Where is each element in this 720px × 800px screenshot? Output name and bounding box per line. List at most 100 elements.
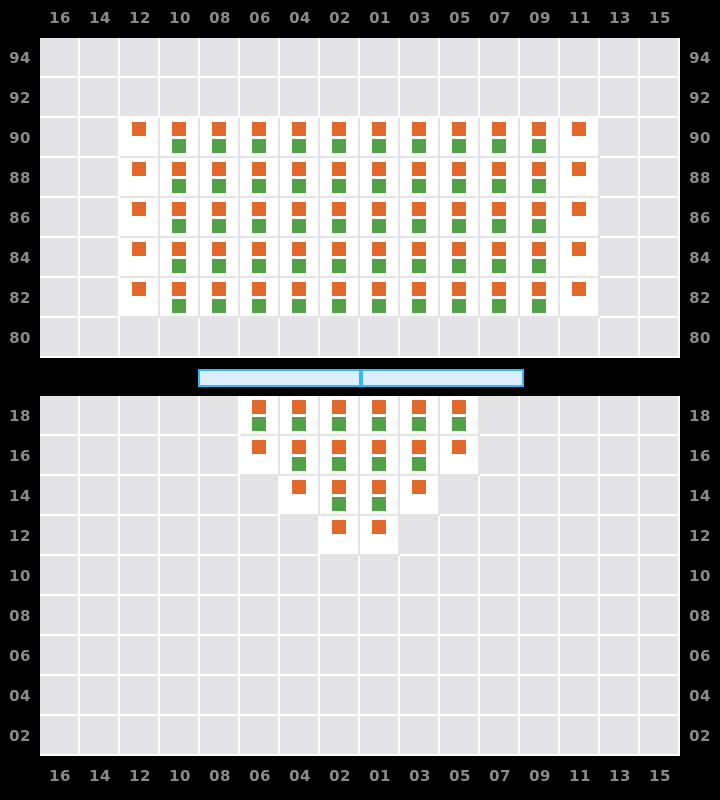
seat-82-01[interactable] (360, 278, 400, 318)
seat-marker-secondary-icon (372, 219, 386, 233)
seat-84-02[interactable] (320, 238, 360, 278)
seat-88-12[interactable] (120, 158, 160, 198)
seat-82-07[interactable] (480, 278, 520, 318)
seat-82-05[interactable] (440, 278, 480, 318)
seat-14-01[interactable] (360, 476, 400, 516)
seat-84-09[interactable] (520, 238, 560, 278)
seat-84-01[interactable] (360, 238, 400, 278)
seat-90-06[interactable] (240, 118, 280, 158)
seat-marker-primary-icon (332, 480, 346, 494)
seat-90-05[interactable] (440, 118, 480, 158)
seat-marker-primary-icon (372, 282, 386, 296)
seat-90-07[interactable] (480, 118, 520, 158)
seat-82-03[interactable] (400, 278, 440, 318)
seat-18-03[interactable] (400, 396, 440, 436)
column-label-04: 04 (289, 767, 311, 785)
seat-86-10[interactable] (160, 198, 200, 238)
grid-cell-empty (520, 38, 560, 78)
seat-88-10[interactable] (160, 158, 200, 198)
seat-88-11[interactable] (560, 158, 600, 198)
seat-90-10[interactable] (160, 118, 200, 158)
seat-88-05[interactable] (440, 158, 480, 198)
seat-86-04[interactable] (280, 198, 320, 238)
seat-14-03[interactable] (400, 476, 440, 516)
seat-84-08[interactable] (200, 238, 240, 278)
seat-86-11[interactable] (560, 198, 600, 238)
seat-88-03[interactable] (400, 158, 440, 198)
seat-90-12[interactable] (120, 118, 160, 158)
seat-86-08[interactable] (200, 198, 240, 238)
seat-86-12[interactable] (120, 198, 160, 238)
seat-84-07[interactable] (480, 238, 520, 278)
seat-18-06[interactable] (240, 396, 280, 436)
seat-marker-primary-icon (252, 202, 266, 216)
grid-cell-empty (640, 556, 680, 596)
upper-seating-grid[interactable] (40, 38, 680, 358)
seat-marker-secondary-icon (172, 219, 186, 233)
seat-86-02[interactable] (320, 198, 360, 238)
grid-cell-empty (480, 318, 520, 358)
seat-88-09[interactable] (520, 158, 560, 198)
seat-16-05[interactable] (440, 436, 480, 476)
seat-82-04[interactable] (280, 278, 320, 318)
seat-18-02[interactable] (320, 396, 360, 436)
seat-16-01[interactable] (360, 436, 400, 476)
seat-86-05[interactable] (440, 198, 480, 238)
seat-84-06[interactable] (240, 238, 280, 278)
seat-82-02[interactable] (320, 278, 360, 318)
seat-84-04[interactable] (280, 238, 320, 278)
seat-84-05[interactable] (440, 238, 480, 278)
seat-84-10[interactable] (160, 238, 200, 278)
seat-86-07[interactable] (480, 198, 520, 238)
seat-86-01[interactable] (360, 198, 400, 238)
seat-82-06[interactable] (240, 278, 280, 318)
seat-88-08[interactable] (200, 158, 240, 198)
seat-86-06[interactable] (240, 198, 280, 238)
seat-16-02[interactable] (320, 436, 360, 476)
grid-cell-empty (600, 198, 640, 238)
seat-90-09[interactable] (520, 118, 560, 158)
seat-90-02[interactable] (320, 118, 360, 158)
seat-90-08[interactable] (200, 118, 240, 158)
seat-86-03[interactable] (400, 198, 440, 238)
stage-segment-1[interactable] (198, 369, 361, 387)
row-label-84: 84 (9, 249, 31, 267)
seat-14-04[interactable] (280, 476, 320, 516)
grid-cell-empty (120, 636, 160, 676)
seat-90-11[interactable] (560, 118, 600, 158)
stage-segment-2[interactable] (361, 369, 524, 387)
seat-88-01[interactable] (360, 158, 400, 198)
seat-84-03[interactable] (400, 238, 440, 278)
seat-82-09[interactable] (520, 278, 560, 318)
seat-82-08[interactable] (200, 278, 240, 318)
stage-bar[interactable] (198, 369, 524, 387)
seat-88-06[interactable] (240, 158, 280, 198)
seat-82-11[interactable] (560, 278, 600, 318)
seat-84-12[interactable] (120, 238, 160, 278)
seat-16-04[interactable] (280, 436, 320, 476)
seat-86-09[interactable] (520, 198, 560, 238)
seat-16-03[interactable] (400, 436, 440, 476)
seat-88-02[interactable] (320, 158, 360, 198)
grid-cell-empty (480, 78, 520, 118)
lower-seating-grid[interactable] (40, 396, 680, 756)
seat-14-02[interactable] (320, 476, 360, 516)
seat-18-04[interactable] (280, 396, 320, 436)
seat-84-11[interactable] (560, 238, 600, 278)
seat-90-03[interactable] (400, 118, 440, 158)
seat-82-12[interactable] (120, 278, 160, 318)
seat-16-06[interactable] (240, 436, 280, 476)
seat-18-05[interactable] (440, 396, 480, 436)
seat-marker-primary-icon (252, 122, 266, 136)
grid-cell-empty (560, 436, 600, 476)
seat-82-10[interactable] (160, 278, 200, 318)
seat-90-01[interactable] (360, 118, 400, 158)
row-label-92: 92 (9, 89, 31, 107)
grid-cell-empty (640, 436, 680, 476)
seat-88-07[interactable] (480, 158, 520, 198)
seat-90-04[interactable] (280, 118, 320, 158)
seat-88-04[interactable] (280, 158, 320, 198)
seat-18-01[interactable] (360, 396, 400, 436)
seat-12-01[interactable] (360, 516, 400, 556)
seat-12-02[interactable] (320, 516, 360, 556)
